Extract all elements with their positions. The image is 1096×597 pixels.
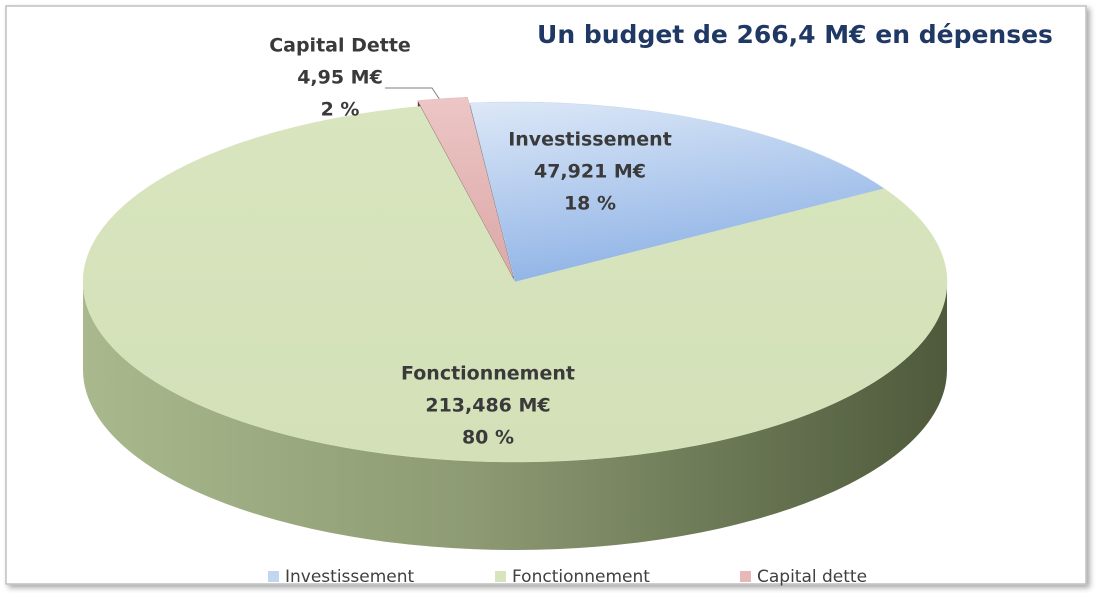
slice-name-label: Capital Dette	[269, 35, 411, 57]
slice	[417, 96, 513, 277]
legend-label: Capital dette	[757, 567, 867, 587]
slice-name-label: Investissement	[508, 129, 672, 151]
percent-label: 18 %	[564, 193, 616, 215]
legend-swatch	[495, 571, 506, 582]
slice-side	[83, 282, 947, 550]
legend-label: Fonctionnement	[512, 567, 650, 587]
pie	[82, 96, 948, 550]
value-label: 47,921 M€	[534, 161, 646, 183]
slice-name-label: Fonctionnement	[401, 363, 575, 385]
legend-label: Investissement	[285, 567, 415, 587]
slice	[469, 101, 885, 283]
chart-title: Un budget de 266,4 M€ en dépenses	[537, 20, 1053, 49]
labels: Investissement 47,921 M€ 18 % Fonctionnemen…	[269, 35, 672, 449]
percent-label: 80 %	[462, 427, 514, 449]
value-label: 213,486 M€	[425, 395, 550, 417]
legend: Investissement Fonctionnement Capital dett…	[268, 567, 867, 587]
legend-swatch	[268, 571, 279, 582]
slice	[82, 106, 948, 463]
value-label: 4,95 M€	[297, 67, 383, 89]
percent-label: 2 %	[321, 99, 360, 121]
legend-swatch	[740, 571, 751, 582]
